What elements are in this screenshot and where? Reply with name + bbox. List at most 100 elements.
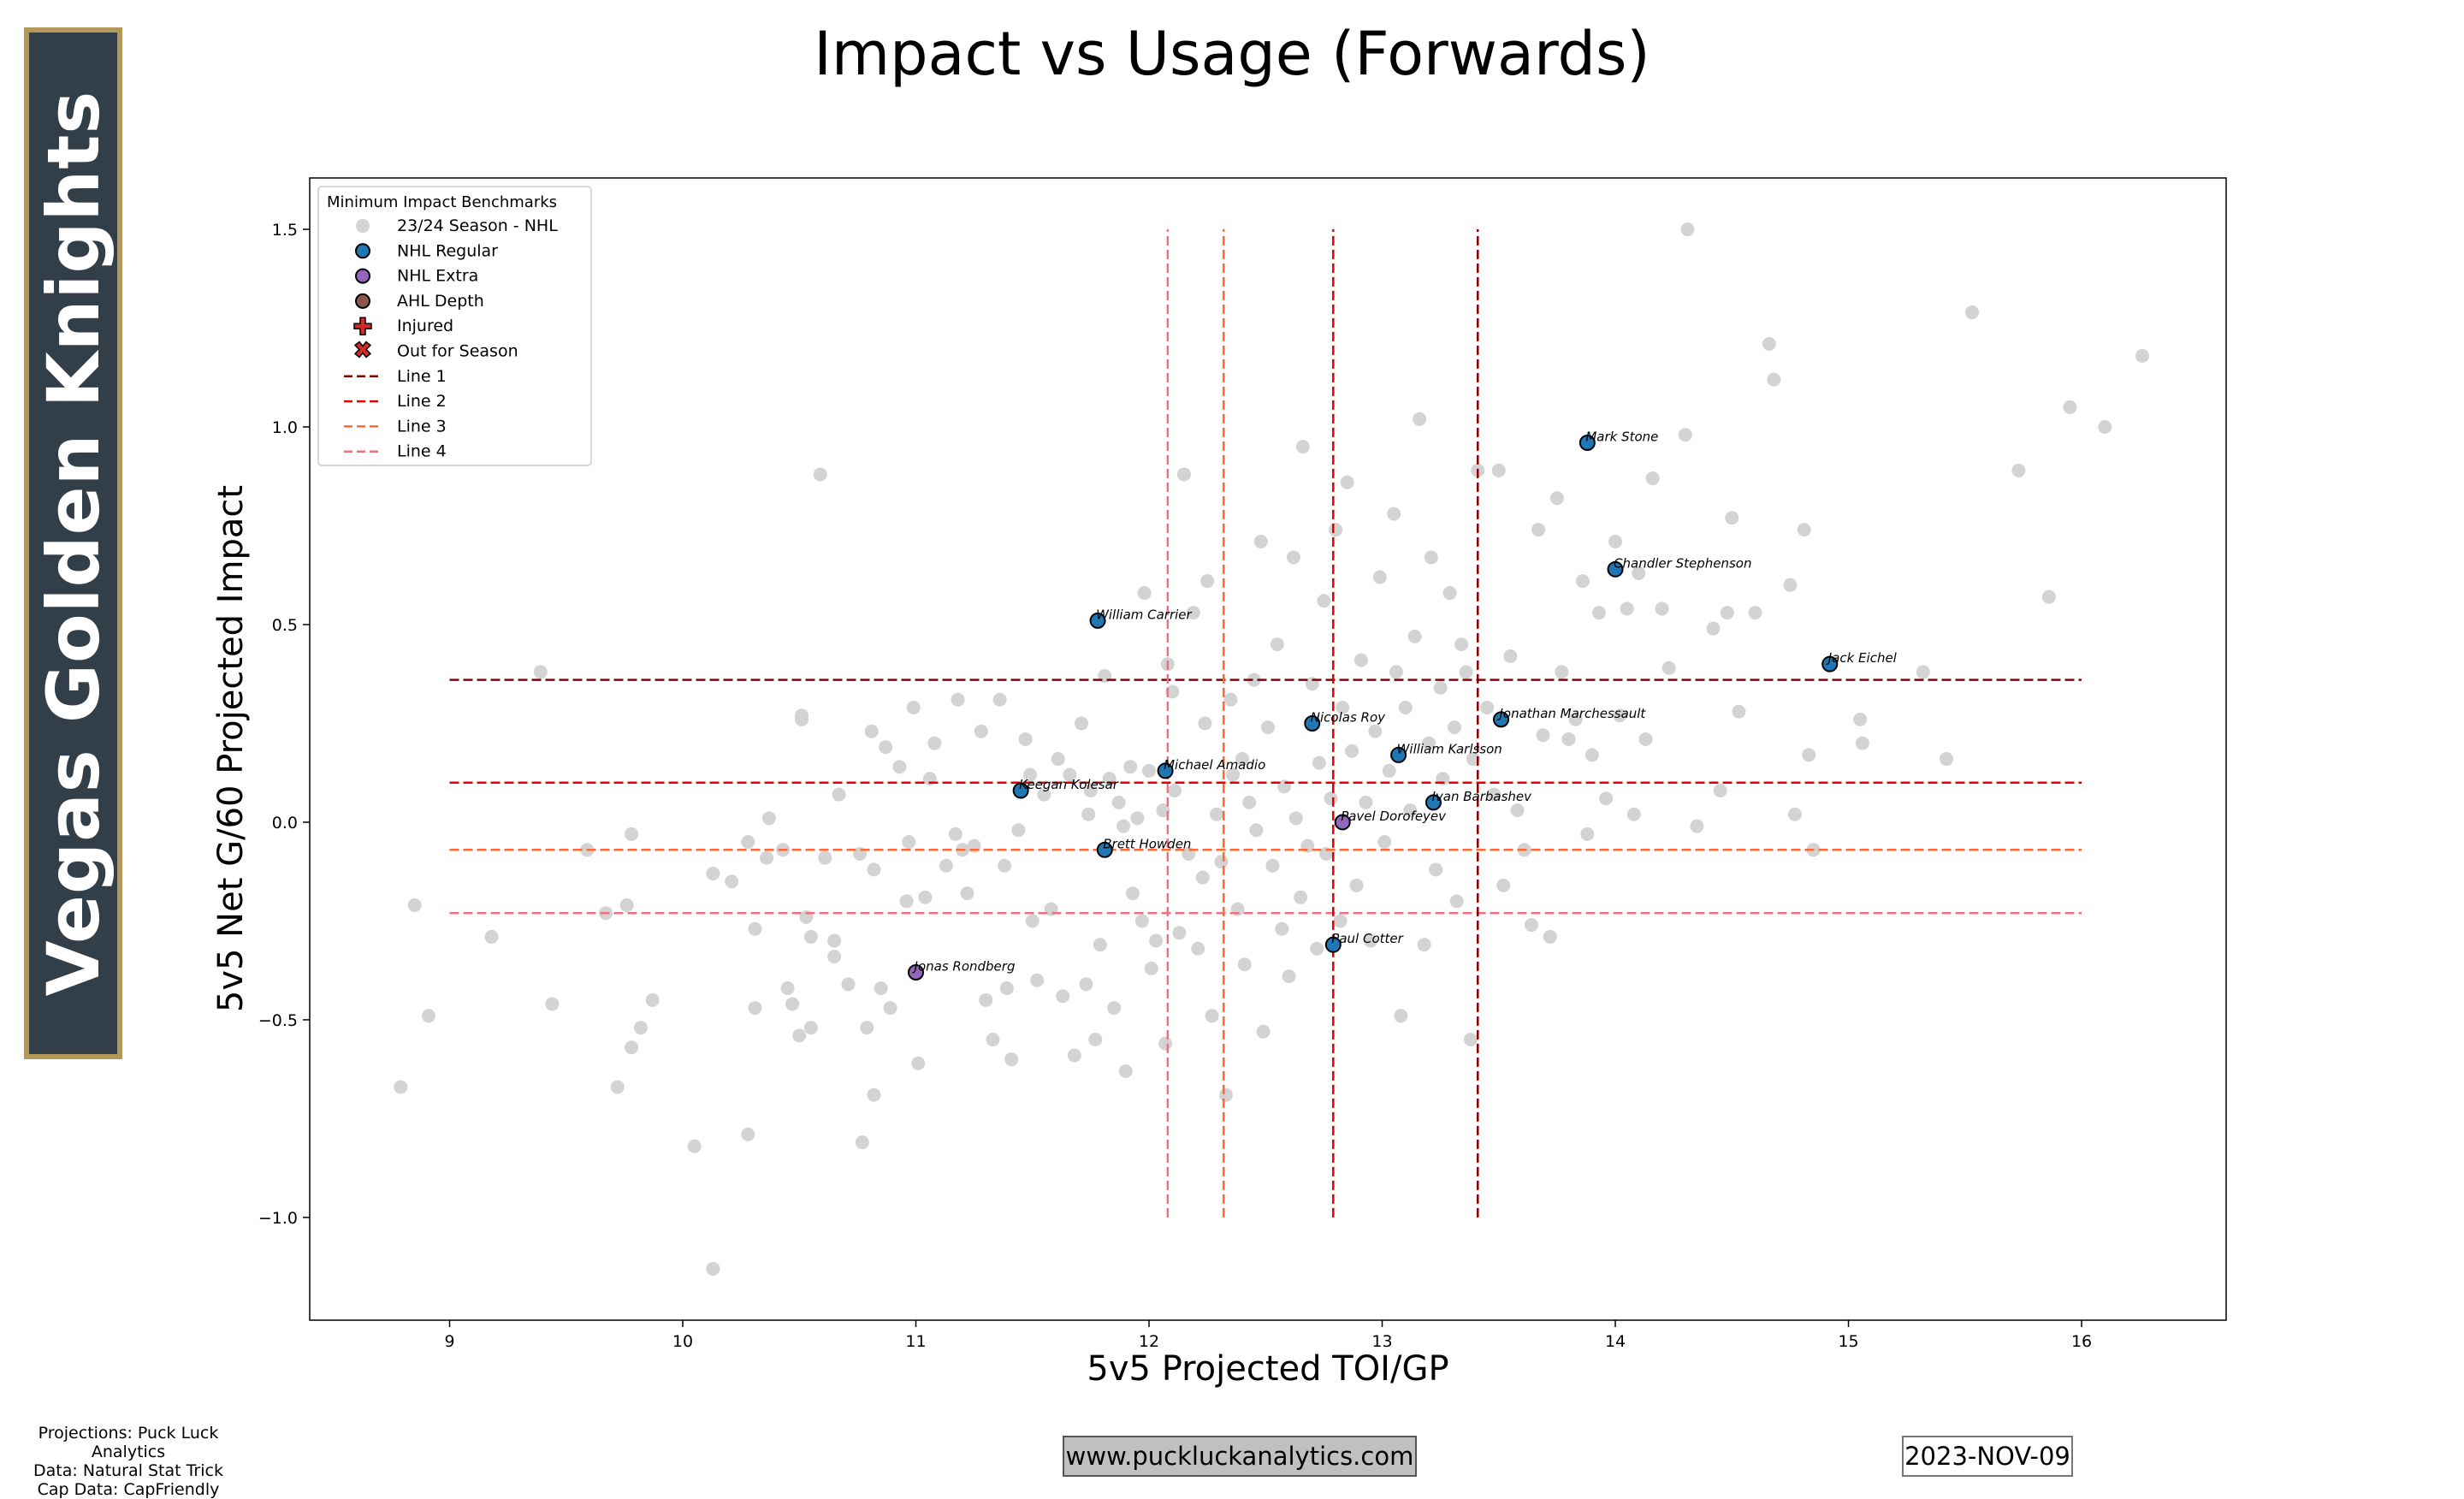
- league-point: [1107, 1001, 1122, 1016]
- league-point: [2135, 348, 2149, 363]
- league-point: [748, 1001, 762, 1016]
- league-point: [1134, 914, 1149, 928]
- league-point: [1531, 523, 1546, 537]
- league-point: [1324, 791, 1338, 806]
- x-tick-label: 9: [444, 1332, 454, 1351]
- league-point: [1030, 973, 1045, 987]
- league-point: [1638, 732, 1653, 746]
- league-point: [484, 929, 499, 944]
- league-point: [1018, 732, 1033, 746]
- league-point: [948, 827, 962, 841]
- league-point: [1004, 1052, 1019, 1067]
- league-point: [883, 1001, 897, 1016]
- league-point: [1265, 858, 1280, 873]
- chart-title: Impact vs Usage (Forwards): [814, 19, 1650, 89]
- league-point: [899, 894, 914, 909]
- league-point: [1286, 550, 1300, 565]
- legend: Minimum Impact Benchmarks 23/24 Season - …: [317, 186, 592, 466]
- y-tick-label: 0.5: [272, 616, 298, 635]
- axes: 9 10 11 12 13 14 15 16 −1.0 −0.5 0.0 0.5 1.0 1.5: [258, 221, 2092, 1351]
- league-point: [1916, 665, 1930, 679]
- league-point: [1720, 606, 1734, 620]
- league-point: [741, 835, 755, 850]
- player-point: [1324, 936, 1342, 953]
- legend-marker: [356, 219, 370, 233]
- x-tick-label: 12: [1139, 1332, 1159, 1351]
- league-point: [1466, 752, 1480, 767]
- league-point: [1680, 222, 1695, 237]
- league-point: [1645, 471, 1660, 486]
- league-point: [1580, 827, 1595, 841]
- league-point: [1661, 661, 1676, 675]
- league-point: [1398, 700, 1413, 714]
- league-point: [1288, 811, 1303, 826]
- league-point: [1051, 752, 1065, 767]
- footer-credits: Projections: Puck Luck Analytics Data: N…: [26, 1424, 231, 1499]
- league-point: [545, 997, 560, 1011]
- league-point: [1111, 795, 1126, 809]
- league-point: [1186, 606, 1200, 620]
- x-tick-label: 13: [1371, 1332, 1392, 1351]
- league-point: [1608, 534, 1623, 548]
- league-point: [1389, 665, 1403, 679]
- league-point: [1172, 926, 1187, 940]
- league-point: [1599, 791, 1614, 806]
- league-point: [1011, 823, 1026, 838]
- player-label: Ivan Barbashev: [1431, 789, 1532, 804]
- player-label: Jonas Rondberg: [912, 958, 1016, 974]
- league-point: [1783, 578, 1798, 592]
- benchmark-lines: [449, 229, 2082, 1218]
- league-point: [1480, 700, 1495, 714]
- league-point: [1496, 878, 1511, 892]
- league-point: [1023, 767, 1038, 782]
- league-point: [1377, 835, 1392, 850]
- player-point: [1157, 762, 1174, 779]
- league-point: [1524, 918, 1538, 933]
- legend-box: [317, 186, 592, 466]
- league-point: [780, 981, 795, 995]
- league-point: [1333, 914, 1348, 928]
- league-point: [1584, 748, 1599, 762]
- league-point: [1074, 716, 1088, 731]
- league-point: [645, 992, 660, 1007]
- league-point: [986, 1033, 1000, 1047]
- league-point: [1247, 672, 1261, 687]
- league-point: [1191, 941, 1205, 956]
- y-axis-label: 5v5 Net G/60 Projected Impact: [211, 485, 251, 1012]
- league-point: [1130, 811, 1145, 826]
- league-point: [1067, 1048, 1081, 1063]
- league-point: [1561, 732, 1576, 746]
- league-point: [1345, 744, 1359, 758]
- league-point: [1690, 819, 1704, 833]
- league-point: [813, 467, 827, 482]
- league-point: [906, 700, 921, 714]
- league-point: [625, 1040, 639, 1055]
- legend-label: NHL Regular: [397, 241, 498, 260]
- league-point: [1025, 914, 1040, 928]
- league-point: [1387, 507, 1401, 521]
- legend-title: Minimum Impact Benchmarks: [327, 193, 557, 211]
- league-point: [1787, 807, 1802, 821]
- league-point: [1372, 570, 1387, 584]
- league-point: [1340, 475, 1354, 489]
- league-point: [794, 712, 808, 726]
- league-point: [421, 1009, 435, 1023]
- league-point: [1125, 886, 1140, 901]
- legend-marker: [355, 293, 370, 309]
- league-point: [1237, 957, 1252, 972]
- league-point: [1487, 787, 1502, 802]
- league-point: [1543, 929, 1557, 944]
- website-badge: www.puckluckanalytics.com: [1063, 1436, 1417, 1477]
- league-point: [687, 1139, 702, 1153]
- player-point: [1012, 782, 1029, 799]
- league-point: [1056, 989, 1070, 1004]
- league-point: [939, 858, 953, 873]
- league-point: [1312, 755, 1326, 770]
- league-point: [867, 862, 881, 877]
- legend-label: 23/24 Season - NHL: [397, 216, 558, 235]
- y-tick-label: −0.5: [258, 1011, 298, 1030]
- out-for-season-icon: [353, 341, 372, 358]
- legend-label: Line 1: [397, 367, 447, 386]
- player-label: Pavel Dorofeyev: [1341, 809, 1447, 824]
